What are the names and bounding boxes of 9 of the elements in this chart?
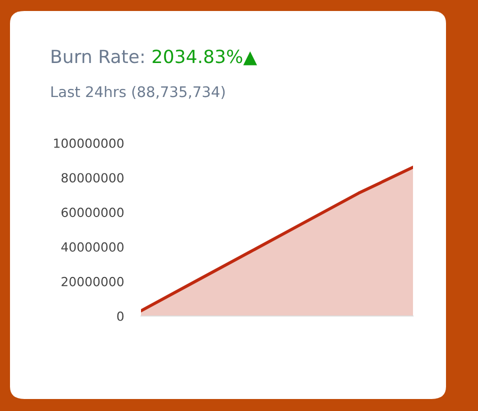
y-tick-label: 60000000 [62,208,124,218]
y-tick-label: 20000000 [62,276,124,286]
y-tick-label: 80000000 [62,173,124,183]
chart-title: Burn Rate: [52,50,144,64]
y-tick-label: 100000000 [54,138,124,148]
y-tick-label: 40000000 [61,242,124,252]
chart-subtitle: Last 24hrs (88,735,734) [51,86,225,99]
text: 2034.83%▲ [152,50,258,66]
y-tick-label: 0 [117,311,124,321]
